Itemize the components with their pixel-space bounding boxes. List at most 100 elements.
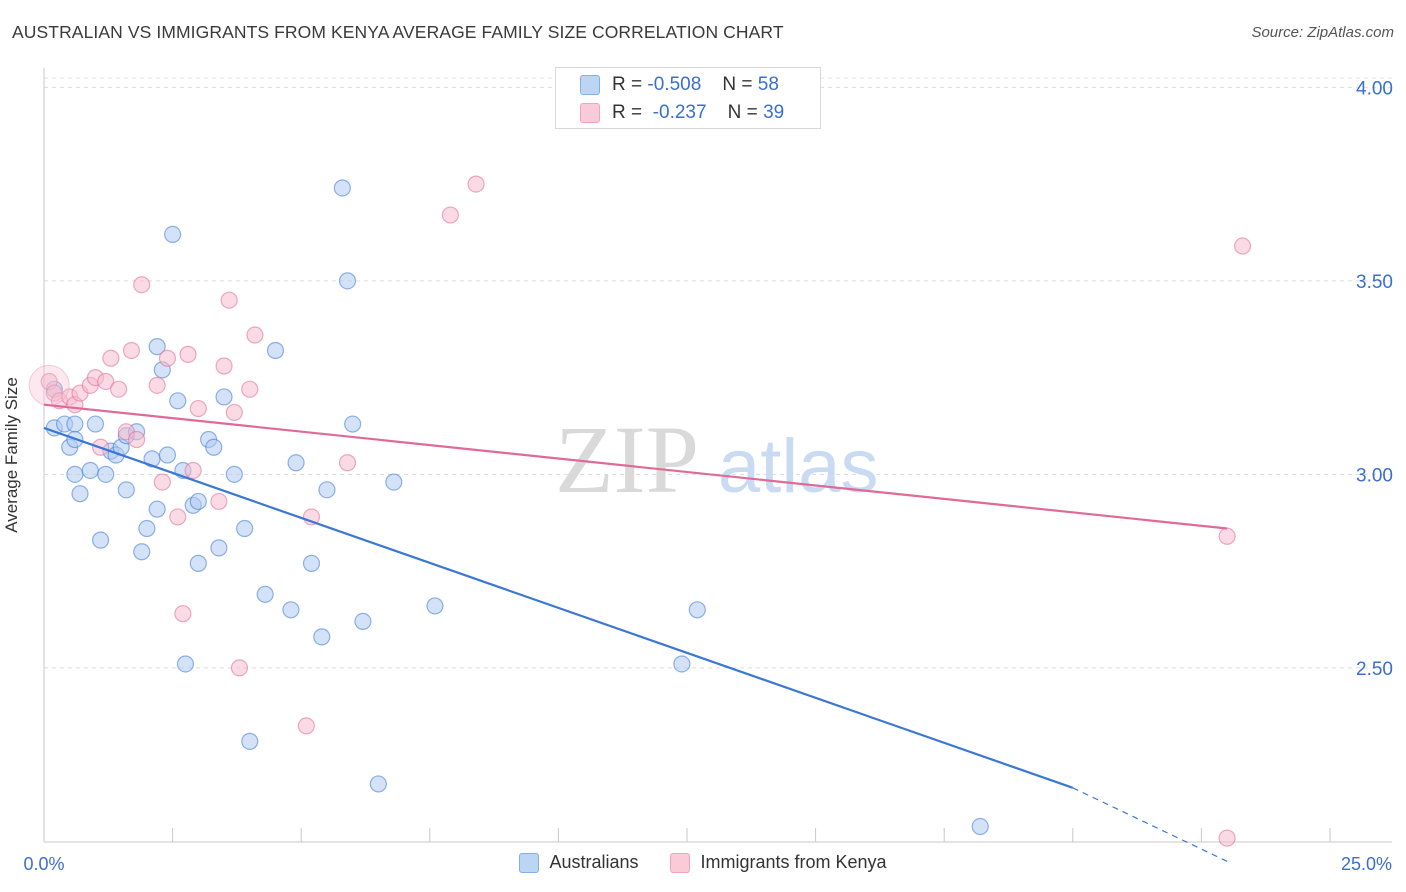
- australians-swatch: [580, 75, 600, 95]
- watermark-zip: ZIP: [555, 406, 699, 513]
- point-kenya: [246, 326, 264, 344]
- legend-swatch-kenya: [670, 852, 691, 873]
- point-australians: [236, 519, 254, 538]
- point-australians: [117, 481, 135, 499]
- point-australians: [138, 519, 156, 538]
- n-label: N =: [722, 74, 753, 95]
- point-australians: [81, 461, 99, 480]
- legend-label-kenya: Immigrants from Kenya: [700, 852, 887, 872]
- point-australians: [169, 392, 187, 410]
- point-kenya: [122, 341, 141, 360]
- point-australians: [971, 817, 989, 836]
- point-australians: [333, 179, 351, 197]
- y-tick-label: 3.50: [1356, 272, 1393, 293]
- point-australians: [148, 500, 166, 518]
- point-australians: [256, 585, 274, 603]
- point-australians: [318, 481, 336, 499]
- point-kenya: [148, 376, 166, 394]
- point-australians: [338, 272, 357, 290]
- point-australians: [225, 465, 243, 483]
- point-australians: [86, 415, 105, 433]
- series-legend: Australians Immigrants from Kenya: [0, 852, 1406, 873]
- point-australians: [133, 543, 151, 561]
- stats-row-kenya: R = -0.237 N = 39: [580, 102, 784, 124]
- watermark-atlas: atlas: [718, 424, 879, 509]
- trend-australians-extension: [1072, 787, 1228, 862]
- tick-labels: 2.50 3.00 3.50 4.00 0.0% 25.0%: [23, 78, 1393, 874]
- point-kenya: [441, 206, 459, 224]
- point-kenya: [1218, 829, 1236, 847]
- point-australians: [91, 531, 110, 549]
- legend-item-kenya[interactable]: Immigrants from Kenya: [670, 852, 887, 873]
- point-kenya: [174, 605, 192, 623]
- point-kenya: [338, 454, 357, 472]
- chart-source: Source: ZipAtlas.com: [1251, 24, 1394, 41]
- point-australians: [66, 465, 84, 483]
- point-australians: [205, 438, 223, 456]
- point-australians: [176, 655, 195, 673]
- legend-label-australians: Australians: [549, 852, 639, 872]
- point-kenya: [467, 175, 485, 193]
- point-kenya: [169, 508, 187, 526]
- y-tick-label: 4.00: [1356, 78, 1393, 99]
- x-tick-label-end: 25.0%: [1341, 854, 1392, 874]
- point-australians: [354, 612, 372, 631]
- point-kenya: [158, 349, 177, 367]
- watermark: ZIP atlas: [555, 406, 879, 513]
- r-label: R =: [612, 74, 643, 95]
- point-australians: [148, 338, 166, 356]
- point-kenya: [109, 380, 128, 398]
- data-points: [28, 175, 1252, 847]
- axes: [43, 68, 1392, 843]
- point-australians: [210, 539, 228, 557]
- point-kenya: [97, 372, 115, 391]
- point-australians: [302, 554, 321, 572]
- legend-item-australians[interactable]: Australians: [519, 852, 638, 873]
- point-kenya: [179, 345, 197, 363]
- x-tick-label-start: 0.0%: [23, 854, 64, 874]
- legend-swatch-australians: [519, 852, 540, 873]
- y-tick-label: 3.00: [1356, 465, 1393, 486]
- point-australians: [66, 415, 84, 433]
- point-australians: [71, 485, 89, 503]
- point-kenya: [153, 473, 171, 491]
- point-kenya: [127, 430, 146, 449]
- stats-row-australians: R = -0.508 N = 58: [580, 74, 779, 96]
- trend-australians: [43, 426, 1074, 789]
- point-australians: [385, 473, 403, 491]
- point-australians: [241, 732, 259, 750]
- point-australians: [189, 492, 207, 511]
- point-australians: [189, 554, 207, 572]
- point-australians: [673, 655, 691, 673]
- point-australians: [313, 628, 331, 646]
- point-australians: [97, 465, 115, 483]
- point-australians: [426, 597, 444, 615]
- point-kenya-large: [28, 364, 70, 406]
- point-australians: [164, 225, 182, 244]
- point-kenya: [133, 276, 151, 294]
- point-australians: [215, 388, 233, 406]
- trend-kenya: [43, 403, 1228, 530]
- point-kenya: [220, 291, 238, 309]
- point-kenya: [1218, 527, 1236, 545]
- r-label: R =: [612, 102, 643, 123]
- point-kenya: [215, 357, 233, 375]
- y-tick-label: 2.50: [1356, 659, 1393, 680]
- point-kenya: [225, 403, 243, 422]
- point-kenya: [189, 399, 207, 418]
- point-australians: [369, 775, 387, 793]
- n-value: 58: [757, 74, 779, 95]
- point-kenya: [241, 380, 259, 398]
- n-value: 39: [763, 102, 785, 123]
- grid-lines: [44, 77, 1392, 669]
- kenya-swatch: [580, 103, 600, 123]
- chart-title: AUSTRALIAN VS IMMIGRANTS FROM KENYA AVER…: [12, 22, 784, 42]
- point-kenya: [184, 461, 202, 480]
- point-kenya: [230, 659, 249, 677]
- point-australians: [688, 601, 706, 619]
- point-kenya: [297, 717, 315, 735]
- r-value: -0.237: [652, 102, 707, 123]
- stats-legend: R = -0.508 N = 58 R = -0.237 N = 39: [555, 67, 821, 129]
- point-kenya: [102, 349, 120, 367]
